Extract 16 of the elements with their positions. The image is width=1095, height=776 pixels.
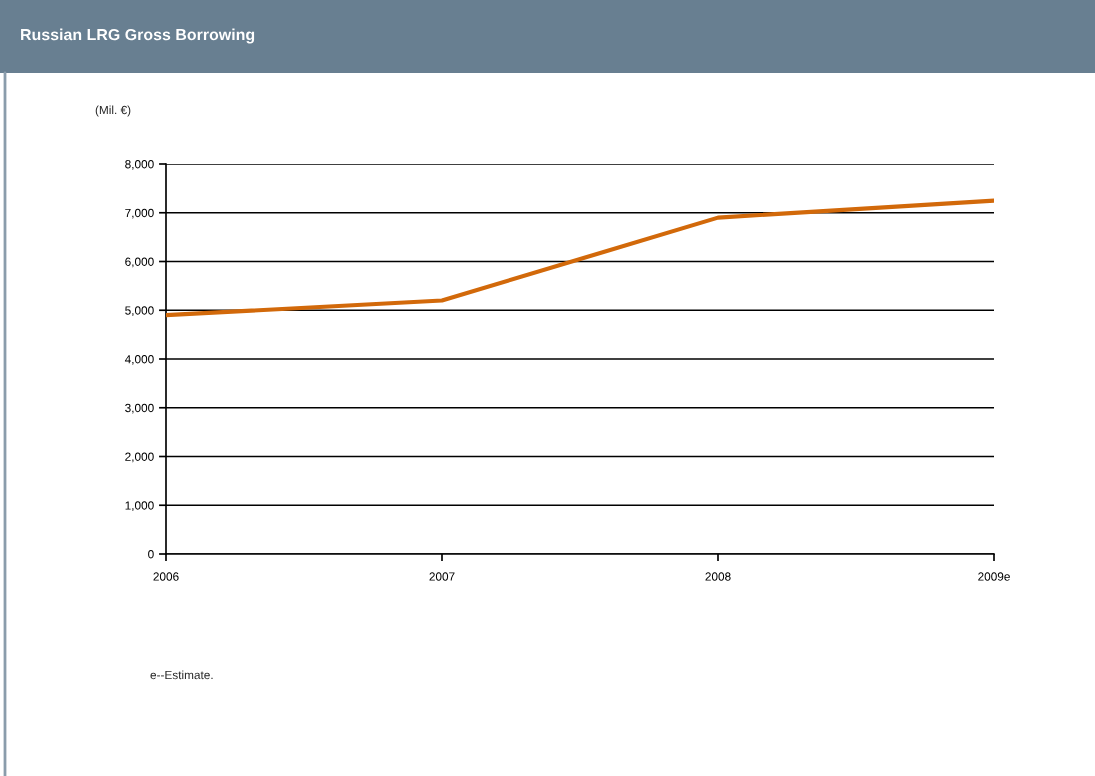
x-tick-label: 2006	[153, 572, 179, 581]
y-tick-label: 4,000	[124, 355, 154, 365]
x-tick-label: 2009e	[978, 572, 1010, 581]
chart-title: Russian LRG Gross Borrowing	[21, 28, 255, 44]
y-tick-label: 8,000	[125, 160, 154, 170]
y-axis-title: (Mil. €)	[95, 105, 131, 117]
y-tick-label: 0	[148, 550, 154, 559]
y-tick-label: 6,000	[125, 257, 154, 268]
y-tick-label: 5,000	[125, 306, 154, 317]
x-tick-label: 2008	[705, 572, 731, 581]
text: e--Estimate.	[150, 670, 213, 680]
x-tick-label: 2007	[429, 572, 455, 581]
y-tick-label: 2,000	[125, 452, 154, 463]
y-tick-label: 3,000	[125, 403, 154, 414]
y-tick-label: 7,000	[125, 208, 154, 219]
y-tick-label: 1,000	[125, 501, 154, 512]
